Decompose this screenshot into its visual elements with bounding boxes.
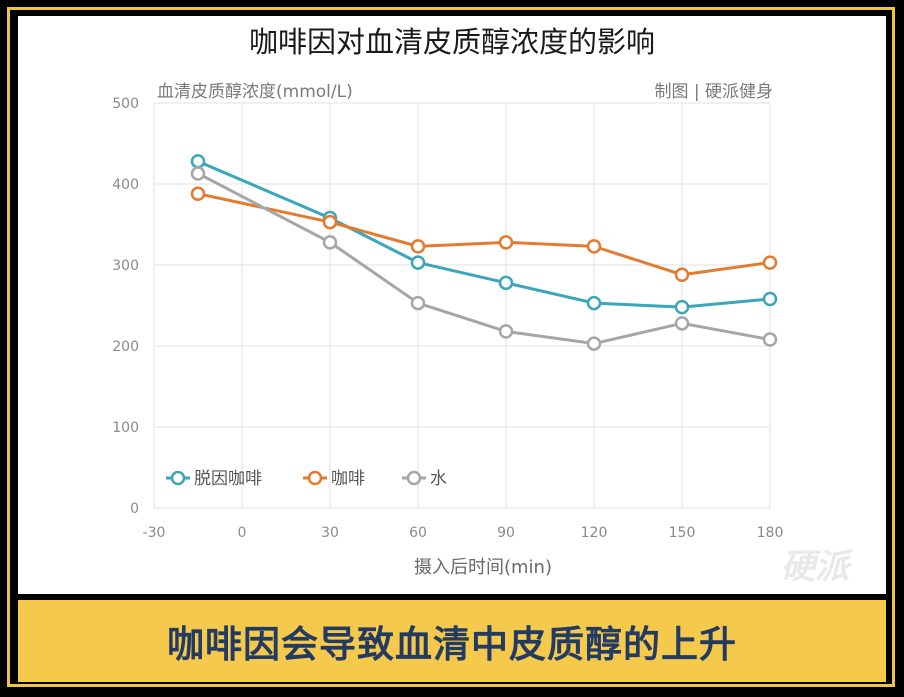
legend-item: 水 xyxy=(402,469,447,489)
chart-panel xyxy=(18,16,886,594)
data-point xyxy=(498,275,514,291)
data-point xyxy=(762,291,778,307)
data-point xyxy=(674,316,690,331)
data-point xyxy=(674,267,690,282)
legend-label: 脱因咖啡 xyxy=(194,469,262,489)
chart-title: 咖啡因对血清皮质醇浓度的影响 xyxy=(249,25,655,59)
data-point xyxy=(190,186,206,201)
legend-swatch-marker xyxy=(307,470,323,486)
series-line xyxy=(197,159,771,309)
data-point xyxy=(410,255,426,270)
x-tick-label: 90 xyxy=(497,525,515,541)
y-axis-label: 血清皮质醇浓度(mmol/L) xyxy=(157,82,353,102)
x-tick-label: 60 xyxy=(409,525,427,541)
data-point xyxy=(410,295,426,311)
legend-item: 脱因咖啡 xyxy=(166,469,262,489)
x-tick-label: -30 xyxy=(143,525,166,541)
x-tick-label: 0 xyxy=(238,525,247,541)
caption-band: 咖啡因会导致血清中皮质醇的上升 xyxy=(18,600,886,682)
legend-item: 咖啡 xyxy=(303,469,365,489)
legend-label: 水 xyxy=(430,469,447,489)
x-tick-label: 150 xyxy=(669,525,696,541)
data-point xyxy=(190,154,206,169)
data-point xyxy=(498,235,514,250)
y-tick-label: 400 xyxy=(112,177,139,193)
data-point xyxy=(762,332,778,347)
chart-credit: 制图 | 硬派健身 xyxy=(654,82,773,102)
data-point xyxy=(498,324,514,339)
y-tick-label: 500 xyxy=(112,96,139,112)
data-point xyxy=(322,235,338,250)
x-axis-label: 摄入后时间(min) xyxy=(414,557,552,578)
legend-swatch-marker xyxy=(406,470,422,486)
data-point xyxy=(190,166,206,181)
legend: 脱因咖啡 咖啡 水 xyxy=(166,469,447,489)
series-line xyxy=(197,192,771,277)
data-point xyxy=(410,239,426,254)
x-tick-label: 30 xyxy=(321,525,339,541)
x-tick-label: 120 xyxy=(581,525,608,541)
y-tick-label: 300 xyxy=(112,258,139,274)
data-point xyxy=(586,239,602,254)
y-tick-label: 0 xyxy=(130,501,139,517)
data-point xyxy=(586,295,602,311)
data-point xyxy=(322,214,338,230)
series-1 xyxy=(190,186,778,282)
series-2 xyxy=(190,166,778,351)
x-tick-label: 180 xyxy=(757,525,784,541)
data-point xyxy=(674,299,690,315)
series-0 xyxy=(190,154,778,315)
data-point xyxy=(762,255,778,270)
legend-swatch-marker xyxy=(170,470,186,486)
caption-text: 咖啡因会导致血清中皮质醇的上升 xyxy=(167,623,737,666)
y-tick-label: 100 xyxy=(112,420,139,436)
watermark-logo: 硬派 xyxy=(781,547,854,587)
y-tick-label: 200 xyxy=(112,339,139,355)
data-point xyxy=(586,336,602,351)
series-layer xyxy=(190,154,778,351)
legend-label: 咖啡 xyxy=(331,469,365,489)
